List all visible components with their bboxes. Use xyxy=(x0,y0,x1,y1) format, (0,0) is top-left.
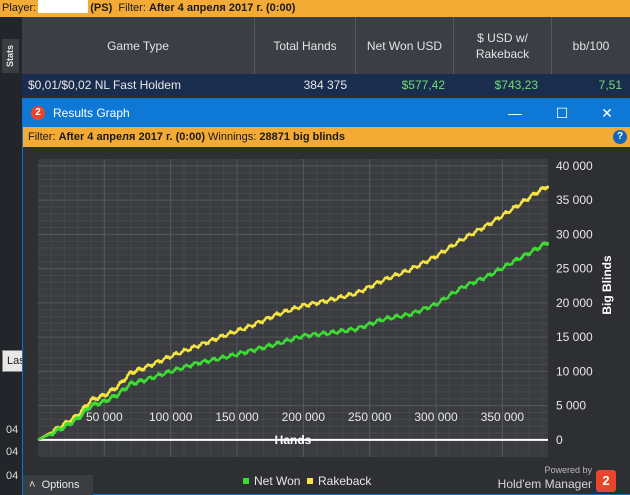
y-tick-label: 40 000 xyxy=(556,159,593,173)
graph-filter-value[interactable]: After 4 апреля 2017 г. (0:00) xyxy=(58,131,205,143)
help-icon[interactable]: ? xyxy=(613,130,627,144)
results-graph-window: 2 Results Graph — ☐ ✕ Filter: After 4 ап… xyxy=(22,98,630,495)
y-tick-label: 5 000 xyxy=(556,399,586,413)
left-row-fragment: 04 xyxy=(6,446,19,458)
y-tick-label: 10 000 xyxy=(556,364,593,378)
brand-name: Hold'em Manager xyxy=(497,477,592,491)
stats-sidebar: Stats xyxy=(0,17,22,495)
graph-filter-bar: Filter: After 4 апреля 2017 г. (0:00) Wi… xyxy=(23,127,630,147)
left-row-fragment: 04 xyxy=(6,424,19,436)
legend-swatch xyxy=(243,478,249,484)
x-tick-label: 150 000 xyxy=(215,410,259,424)
filter-label: Filter: xyxy=(118,2,146,14)
minimize-icon[interactable]: — xyxy=(508,105,522,121)
cell-rakeback: $743,23 xyxy=(494,78,538,92)
results-line-chart: 50 000 100 000 150 000 200 000 250 000 300 00… xyxy=(37,159,614,488)
player-name-box[interactable] xyxy=(38,0,89,13)
x-tick-label: 300 000 xyxy=(414,410,458,424)
player-label: Player: xyxy=(2,2,37,14)
y-tick-labels: 0 5 000 10 000 15 000 20 000 25 000 30 000 35 0… xyxy=(556,159,593,447)
filter-value[interactable]: After 4 апреля 2017 г. (0:00) xyxy=(148,2,296,14)
stats-tab[interactable]: Stats xyxy=(2,39,19,73)
column-header-bb100[interactable]: bb/100 xyxy=(572,38,610,53)
window-titlebar[interactable]: 2 Results Graph — ☐ ✕ xyxy=(23,99,630,127)
winnings-label: Winnings: xyxy=(208,131,257,143)
y-tick-label: 15 000 xyxy=(556,330,593,344)
options-label: Options xyxy=(41,479,80,491)
legend-label: Rakeback xyxy=(318,474,372,488)
y-tick-label: 35 000 xyxy=(556,193,593,207)
stats-table-header: Game Type Total Hands Net Won USD $ USD … xyxy=(22,17,630,74)
x-tick-label: 250 000 xyxy=(348,410,392,424)
column-header-rakeback[interactable]: $ USD w/ Rakeback xyxy=(454,17,552,74)
legend: Net Won Rakeback xyxy=(243,474,372,488)
chevron-up-icon: ˄ xyxy=(29,479,36,491)
y-tick-label: 0 xyxy=(556,433,563,447)
x-tick-label: 100 000 xyxy=(149,410,193,424)
left-dropdown-fragment[interactable]: Las xyxy=(2,350,25,372)
graph-filter-label: Filter: xyxy=(28,131,56,143)
x-tick-label: 200 000 xyxy=(282,410,326,424)
series-layer xyxy=(37,185,550,441)
y-tick-label: 20 000 xyxy=(556,296,593,310)
cell-total-hands: 384 375 xyxy=(303,78,347,92)
maximize-icon[interactable]: ☐ xyxy=(555,105,569,121)
y-axis-title: Big Blinds xyxy=(600,255,614,315)
x-tick-label: 350 000 xyxy=(481,410,525,424)
legend-label: Net Won xyxy=(254,474,300,488)
winnings-value: 28871 big blinds xyxy=(259,131,345,143)
series-line-net-won xyxy=(37,241,550,441)
series-line-rakeback xyxy=(37,185,550,441)
column-header-net-won[interactable]: Net Won USD xyxy=(356,17,454,74)
x-tick-label: 50 000 xyxy=(86,410,123,424)
legend-swatch xyxy=(307,478,313,484)
cell-bb100: 7,51 xyxy=(598,78,622,92)
player-filter-bar: Player: (PS) Filter: After 4 апреля 2017 … xyxy=(0,0,630,17)
hm2-logo-icon: 2 xyxy=(31,106,45,120)
column-header-total-hands[interactable]: Total Hands xyxy=(255,17,356,74)
options-button[interactable]: ˄ Options xyxy=(23,475,93,495)
close-icon[interactable]: ✕ xyxy=(601,105,613,121)
window-title: Results Graph xyxy=(53,106,130,120)
x-tick-labels: 50 000 100 000 150 000 200 000 250 000 300 00… xyxy=(86,410,524,424)
y-tick-label: 30 000 xyxy=(556,227,593,241)
left-row-fragment: 04 xyxy=(6,470,19,482)
hm2-brand-logo-icon: 2 xyxy=(596,470,616,492)
column-header-game-type[interactable]: Game Type xyxy=(22,17,255,74)
cell-net-won: $577,42 xyxy=(401,78,445,92)
cell-game-type: $0,01/$0,02 NL Fast Holdem xyxy=(28,78,181,92)
site-label: (PS) xyxy=(90,2,113,14)
x-axis-title: Hands xyxy=(275,433,312,447)
y-tick-label: 25 000 xyxy=(556,262,593,276)
table-row[interactable]: $0,01/$0,02 NL Fast Holdem 384 375 $577,… xyxy=(22,74,630,96)
powered-by-label: Powered by xyxy=(544,465,592,475)
